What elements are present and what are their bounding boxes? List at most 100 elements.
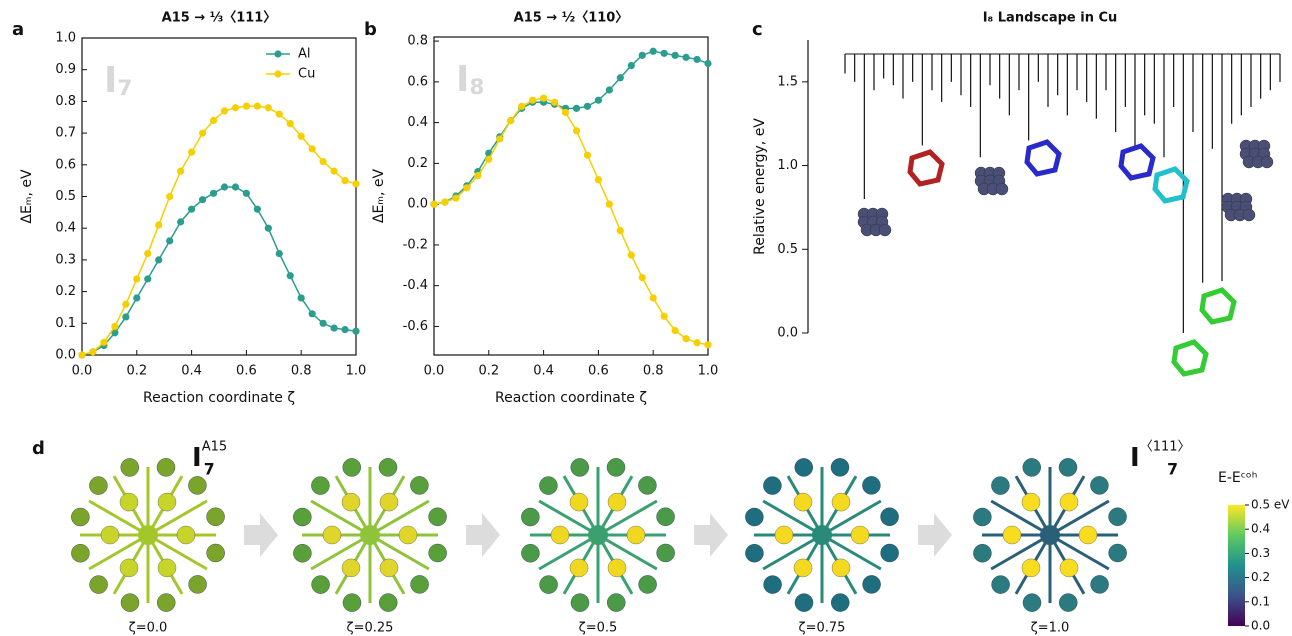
frame-label: ζ=0.0 [129, 621, 168, 636]
atom [311, 477, 329, 495]
atom [411, 575, 429, 593]
data-point [243, 103, 250, 110]
atom [343, 594, 361, 612]
atom [851, 526, 869, 544]
y-tick-label: 0.8 [55, 94, 76, 109]
x-tick-label: 1.0 [346, 364, 367, 379]
x-tick-label: 0.6 [236, 364, 257, 379]
data-point [210, 117, 217, 124]
atom [1059, 594, 1077, 612]
atom [90, 576, 108, 594]
atom [1060, 559, 1078, 577]
atom [812, 525, 832, 545]
colorbar-tick-label: 0.5 eV [1251, 498, 1290, 512]
colorbar-title: E-Eᶜᵒʰ [1218, 470, 1257, 486]
data-point [551, 99, 558, 106]
data-point [672, 327, 679, 334]
data-point [232, 183, 239, 190]
annotation-base: I [1130, 443, 1140, 473]
data-point [628, 252, 635, 259]
data-point [254, 206, 261, 213]
atom [158, 559, 176, 577]
atom [539, 477, 557, 495]
chart-title: I₈ Landscape in Cu [983, 11, 1118, 26]
atom [1022, 559, 1040, 577]
data-point [188, 206, 195, 213]
y-tick-label: 0.6 [407, 74, 428, 89]
x-tick-label: 0.6 [588, 364, 609, 379]
data-point [352, 180, 359, 187]
data-point [341, 326, 348, 333]
y-tick-label: 0.7 [55, 126, 76, 141]
atom [380, 493, 398, 511]
annotation: I〈111〉7 [1130, 439, 1191, 478]
y-tick-label: 1.0 [55, 31, 76, 46]
data-point [320, 320, 327, 327]
atom [745, 544, 763, 562]
atom [121, 594, 139, 612]
atom [71, 544, 89, 562]
atom [627, 526, 645, 544]
atom [312, 576, 330, 594]
atom [89, 477, 107, 495]
atom [120, 559, 138, 577]
atom [570, 493, 588, 511]
panel-label: d [32, 438, 45, 459]
data-point [485, 156, 492, 163]
data-point [78, 351, 85, 358]
atom [410, 476, 428, 494]
arrow [466, 513, 500, 557]
data-point [682, 335, 689, 342]
annotation-base: I [104, 60, 117, 101]
data-point [474, 172, 481, 179]
data-point [650, 48, 657, 55]
atom [775, 526, 793, 544]
atom [1023, 594, 1041, 612]
atom [570, 559, 588, 577]
atom [342, 493, 360, 511]
atom [120, 493, 138, 511]
data-point [276, 250, 283, 257]
data-point [243, 190, 250, 197]
data-point [122, 313, 129, 320]
atom-icon [1261, 156, 1273, 168]
data-point [309, 145, 316, 152]
y-tick-label: 0.5 [777, 242, 798, 257]
annotation: I7 [104, 60, 132, 101]
atom [1109, 508, 1127, 526]
atom [293, 508, 311, 526]
chart-title: A15 → ⅓〈111〉 [162, 10, 277, 26]
data-point [496, 135, 503, 142]
atom [71, 508, 89, 526]
atom [607, 594, 625, 612]
atom [831, 458, 849, 476]
y-tick-label: 0.2 [55, 284, 76, 299]
atom [207, 508, 225, 526]
annotation-sub: 8 [469, 75, 484, 100]
data-point [595, 176, 602, 183]
atom [342, 559, 360, 577]
data-point [617, 227, 624, 234]
atom [794, 493, 812, 511]
data-point [573, 127, 580, 134]
colorbar-tick-label: 0.0 [1251, 619, 1270, 633]
frame-label: ζ=0.5 [579, 621, 618, 636]
arrow [918, 513, 952, 557]
atom-icon [879, 224, 891, 236]
atom [973, 508, 991, 526]
x-tick-label: 0.0 [72, 364, 93, 379]
frame-label: ζ=0.75 [799, 621, 846, 636]
atom [540, 576, 558, 594]
y-tick-label: 0.0 [407, 197, 428, 212]
annotation-sub: 7 [204, 460, 215, 478]
atom [521, 544, 539, 562]
annotation-sup: A15 [202, 439, 227, 454]
atom [379, 458, 397, 476]
atom [832, 559, 850, 577]
atom [1003, 526, 1021, 544]
panel-label: a [12, 19, 24, 40]
colorbar [1228, 505, 1245, 626]
legend-marker [274, 50, 281, 57]
data-point [606, 86, 613, 93]
data-point [320, 158, 327, 165]
